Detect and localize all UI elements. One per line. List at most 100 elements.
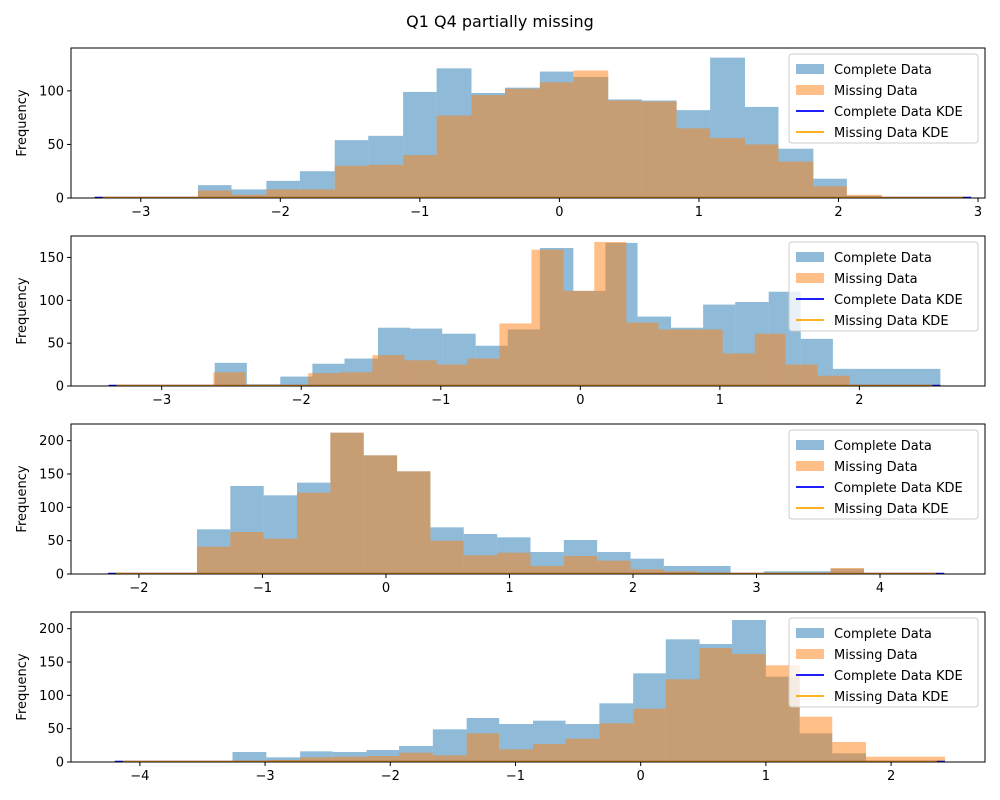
axes-frame bbox=[70, 611, 986, 763]
y-tick-label: 150 bbox=[39, 468, 64, 483]
subplot-2: −3 −2 −1 0 1 2 0 50 100 150 Frequency Complete Data… bbox=[15, 235, 986, 408]
missing-data-bar bbox=[397, 471, 431, 574]
legend-label: Complete Data KDE bbox=[834, 669, 963, 684]
missing-data-bar bbox=[658, 329, 691, 386]
missing-data-bar bbox=[633, 708, 666, 762]
missing-data-bar bbox=[754, 333, 786, 386]
y-axis-label: Frequency bbox=[15, 277, 30, 344]
y-tick-label: 200 bbox=[39, 434, 64, 449]
x-tick-label: 0 bbox=[637, 769, 645, 784]
complete-data-bar bbox=[280, 376, 313, 386]
legend-label: Missing Data KDE bbox=[834, 314, 949, 329]
missing-data-bar bbox=[263, 538, 298, 574]
legend: Complete Data Missing Data Complete Data K… bbox=[788, 241, 979, 332]
missing-data-bar bbox=[594, 242, 627, 386]
y-axis-label: Frequency bbox=[15, 89, 30, 156]
missing-data-bar bbox=[230, 532, 264, 574]
complete-data-bar bbox=[663, 566, 698, 574]
legend-label: Complete Data KDE bbox=[834, 293, 963, 308]
x-tick-label: −1 bbox=[431, 393, 450, 408]
missing-data-bar bbox=[778, 161, 814, 198]
missing-data-bar bbox=[436, 115, 472, 198]
legend-label: Missing Data KDE bbox=[834, 502, 949, 517]
complete-data-bar bbox=[697, 566, 731, 574]
legend-box bbox=[788, 241, 979, 332]
missing-data-bar bbox=[832, 742, 867, 762]
y-tick-label: 100 bbox=[39, 84, 64, 99]
missing-data-bar bbox=[334, 165, 369, 198]
x-tick-label: 1 bbox=[716, 393, 724, 408]
y-tick-label: 50 bbox=[47, 722, 64, 737]
y-tick-label: 0 bbox=[56, 568, 64, 583]
missing-data-bar bbox=[630, 569, 664, 574]
subplot-4: −4 −3 −2 −1 0 1 2 0 50 100 150 200 Frequency Complete… bbox=[15, 611, 986, 784]
missing-data-bar bbox=[432, 755, 467, 762]
x-tick-label: 2 bbox=[887, 769, 895, 784]
missing-data-bar bbox=[565, 738, 600, 762]
complete-data-bar bbox=[832, 368, 941, 386]
complete-data-bar bbox=[232, 752, 267, 762]
x-tick-label: −2 bbox=[381, 769, 400, 784]
x-tick-label: −2 bbox=[271, 205, 290, 220]
missing-data-bar bbox=[846, 194, 882, 198]
missing-data-bar bbox=[866, 756, 945, 762]
missing-data-bar bbox=[340, 372, 373, 386]
x-tick-label: −2 bbox=[292, 393, 311, 408]
missing-data-bar bbox=[363, 455, 398, 574]
missing-data-bar bbox=[266, 189, 300, 198]
missing-data-bar bbox=[732, 654, 766, 762]
missing-data-bar bbox=[504, 88, 540, 198]
missing-data-bar bbox=[308, 373, 341, 386]
x-tick-label: −1 bbox=[410, 205, 429, 220]
legend-label: Complete Data bbox=[834, 439, 932, 454]
missing-data-bar bbox=[404, 360, 437, 386]
missing-data-bar bbox=[299, 189, 335, 198]
missing-data-bar bbox=[597, 560, 631, 574]
missing-data-bar bbox=[608, 100, 642, 198]
missing-data-bar bbox=[663, 571, 698, 574]
missing-data-bar bbox=[533, 744, 566, 762]
x-tick-label: 2 bbox=[629, 581, 637, 596]
missing-data-bar bbox=[530, 566, 564, 574]
legend-label: Missing Data bbox=[834, 460, 918, 475]
x-tick-label: −1 bbox=[506, 769, 525, 784]
y-tick-label: 0 bbox=[56, 756, 64, 771]
legend-label: Missing Data KDE bbox=[834, 126, 949, 141]
missing-data-bar bbox=[467, 358, 500, 386]
axes-frame bbox=[70, 235, 986, 387]
missing-data-bar bbox=[722, 353, 755, 386]
subplot-1: −3 −2 −1 0 1 2 3 0 50 100 Frequency Complete Data Mi… bbox=[15, 47, 986, 220]
y-tick-label: 100 bbox=[39, 294, 64, 309]
missing-data-bar bbox=[573, 70, 609, 198]
missing-data-bar bbox=[830, 568, 864, 574]
missing-data-bar bbox=[366, 756, 400, 762]
missing-data-bar bbox=[300, 757, 333, 762]
missing-data-bar bbox=[497, 552, 531, 574]
missing-data-bar bbox=[539, 82, 574, 198]
legend-label: Missing Data bbox=[834, 272, 918, 287]
missing-data-bar bbox=[197, 190, 232, 198]
x-tick-label: 3 bbox=[752, 581, 760, 596]
x-tick-label: 0 bbox=[382, 581, 390, 596]
x-tick-label: 4 bbox=[876, 581, 884, 596]
subplot-3: −2 −1 0 1 2 3 4 0 50 100 150 200 Frequency Complete D… bbox=[15, 423, 986, 596]
missing-data-bar bbox=[813, 186, 847, 198]
x-tick-label: −4 bbox=[130, 769, 149, 784]
missing-data-bar bbox=[744, 144, 779, 198]
y-tick-label: 50 bbox=[47, 534, 64, 549]
missing-data-bar bbox=[599, 723, 634, 762]
missing-data-bar bbox=[436, 364, 468, 386]
complete-data-bar bbox=[266, 757, 301, 762]
legend-label: Missing Data bbox=[834, 84, 918, 99]
y-tick-label: 100 bbox=[39, 689, 64, 704]
missing-data-bar bbox=[471, 95, 505, 198]
figure-title: Q1 Q4 partially missing bbox=[406, 12, 594, 31]
y-tick-label: 100 bbox=[39, 501, 64, 516]
missing-data-bar bbox=[399, 752, 433, 762]
missing-data-bar bbox=[641, 101, 677, 198]
missing-data-bar bbox=[676, 128, 711, 198]
y-tick-label: 50 bbox=[47, 337, 64, 352]
legend: Complete Data Missing Data Complete Data K… bbox=[788, 53, 979, 144]
missing-data-bar bbox=[196, 546, 231, 574]
legend: Complete Data Missing Data Complete Data K… bbox=[788, 429, 979, 520]
